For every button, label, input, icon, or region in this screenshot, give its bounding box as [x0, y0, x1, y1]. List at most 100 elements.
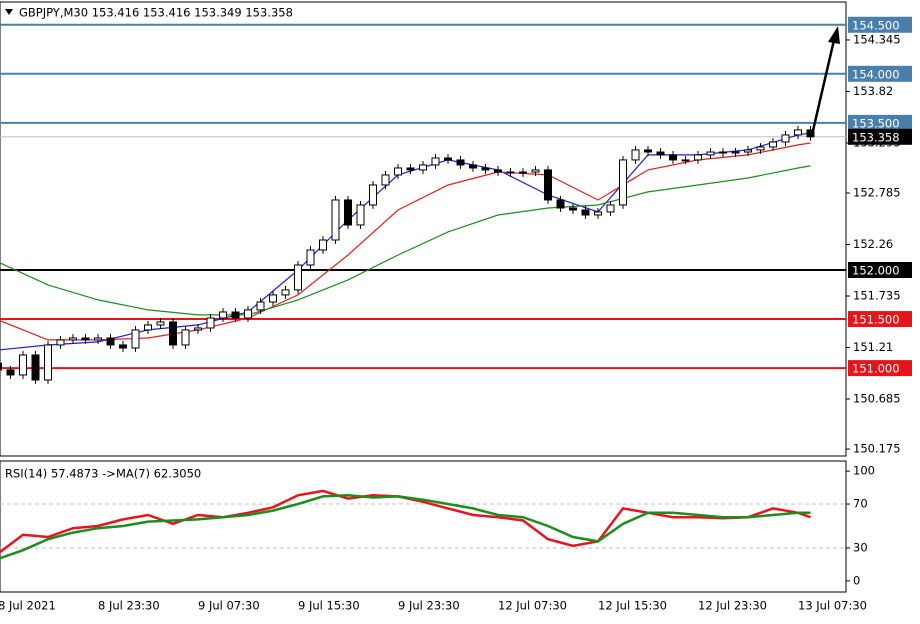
candle-body: [594, 211, 602, 216]
candle-body: [419, 164, 427, 171]
candle-body: [106, 337, 115, 346]
candle-body: [381, 174, 390, 186]
candle-body: [44, 344, 52, 381]
candle-body: [444, 157, 452, 161]
candle-body: [56, 339, 65, 346]
candle-body: [531, 169, 540, 173]
x-tick-label: 8 Jul 2021: [0, 599, 56, 613]
candle-body: [794, 129, 802, 136]
level-label-box: [848, 311, 912, 328]
y-tick-label: 70: [853, 497, 868, 511]
x-tick-label: 8 Jul 23:30: [98, 599, 160, 613]
candle-body: [644, 149, 652, 153]
candle-body: [544, 169, 552, 201]
candle-body: [356, 204, 365, 226]
candle-body: [94, 337, 102, 341]
main-panel: [0, 1, 847, 457]
candle-body: [256, 301, 265, 311]
y-tick-label: 150.685: [853, 392, 901, 406]
x-tick-label: 9 Jul 23:30: [398, 599, 460, 613]
candle-body: [369, 184, 377, 206]
x-tick-label: 9 Jul 15:30: [298, 599, 360, 613]
candle-body: [394, 167, 402, 176]
y-tick-label: 151.21: [853, 340, 893, 354]
candle-body: [31, 354, 40, 381]
line-series: [0, 494, 811, 560]
level-label: 152.000: [852, 264, 900, 278]
level-label-box: [848, 65, 912, 82]
candle-body: [206, 317, 215, 329]
candle-body: [769, 141, 777, 148]
candle-body: [331, 199, 340, 241]
candle-body: [606, 204, 615, 213]
candle-body: [319, 239, 327, 251]
level-label: 154.500: [852, 18, 900, 32]
y-tick-label: 150.175: [853, 442, 901, 456]
y-tick-label: 154.345: [853, 32, 901, 46]
candle-body: [181, 329, 190, 346]
rsi-plot: [0, 489, 846, 560]
last-price-box: [848, 128, 912, 145]
candle-body: [656, 151, 665, 156]
rsi-title: RSI(14) 57.4873 ->MA(7) 62.3050: [5, 467, 201, 481]
candle-body: [569, 207, 577, 211]
level-label-box: [848, 114, 912, 131]
y-tick-label: 30: [853, 540, 868, 554]
y-tick-label: 0: [853, 573, 860, 587]
axes: 154.345153.82153.295152.785152.26151.735…: [0, 16, 912, 613]
line-series: [0, 165, 811, 316]
candle-body: [556, 199, 565, 209]
candle-body: [669, 154, 677, 161]
candle-body: [306, 249, 315, 266]
level-label-box: [848, 360, 912, 377]
candle-body: [281, 289, 290, 296]
menu-triangle: [5, 9, 13, 15]
y-tick-label: 153.82: [853, 84, 893, 98]
candle-body: [19, 354, 27, 376]
candle-body: [681, 159, 690, 162]
candle-body: [519, 171, 527, 174]
candle-body: [269, 294, 277, 303]
level-label: 151.500: [852, 313, 900, 327]
last-price-label: 153.358: [852, 130, 900, 144]
candle-body: [131, 329, 140, 349]
candle-body: [0, 362, 2, 371]
candle-body: [69, 337, 77, 341]
candle-body: [219, 311, 227, 319]
candle-body: [469, 164, 477, 169]
level-label-box: [848, 262, 912, 279]
candle-body: [806, 129, 815, 138]
main-plot: [0, 23, 846, 384]
candle-body: [456, 159, 465, 166]
line-series: [0, 142, 811, 341]
candle-body: [406, 167, 415, 171]
candle-body: [194, 327, 202, 331]
level-label: 154.000: [852, 67, 900, 81]
x-tick-label: 12 Jul 23:30: [698, 599, 767, 613]
candle-body: [731, 151, 740, 154]
x-tick-label: 12 Jul 15:30: [598, 599, 667, 613]
candle-body: [781, 134, 790, 143]
x-tick-label: 13 Jul 07:30: [798, 599, 867, 613]
y-tick-label: 152.785: [853, 185, 901, 199]
level-label: 151.000: [852, 362, 900, 376]
candle-body: [744, 149, 752, 153]
candle-body: [619, 159, 627, 206]
x-tick-label: 12 Jul 07:30: [498, 599, 567, 613]
candle-body: [344, 199, 352, 226]
candle-body: [6, 369, 15, 376]
level-label-box: [848, 16, 912, 33]
chart-title: GBPJPY,M30 153.416 153.416 153.349 153.3…: [19, 6, 293, 20]
y-tick-label: 100: [853, 464, 875, 478]
candle-body: [494, 169, 502, 173]
candle-body: [694, 154, 702, 161]
candle-body: [294, 264, 302, 291]
rsi-panel: [0, 460, 847, 593]
candle-body: [506, 171, 515, 174]
level-label: 153.500: [852, 116, 900, 130]
candle-body: [581, 209, 590, 216]
y-tick-label: 152.26: [853, 237, 893, 251]
candle-body: [119, 344, 127, 349]
candle-body: [719, 151, 727, 154]
